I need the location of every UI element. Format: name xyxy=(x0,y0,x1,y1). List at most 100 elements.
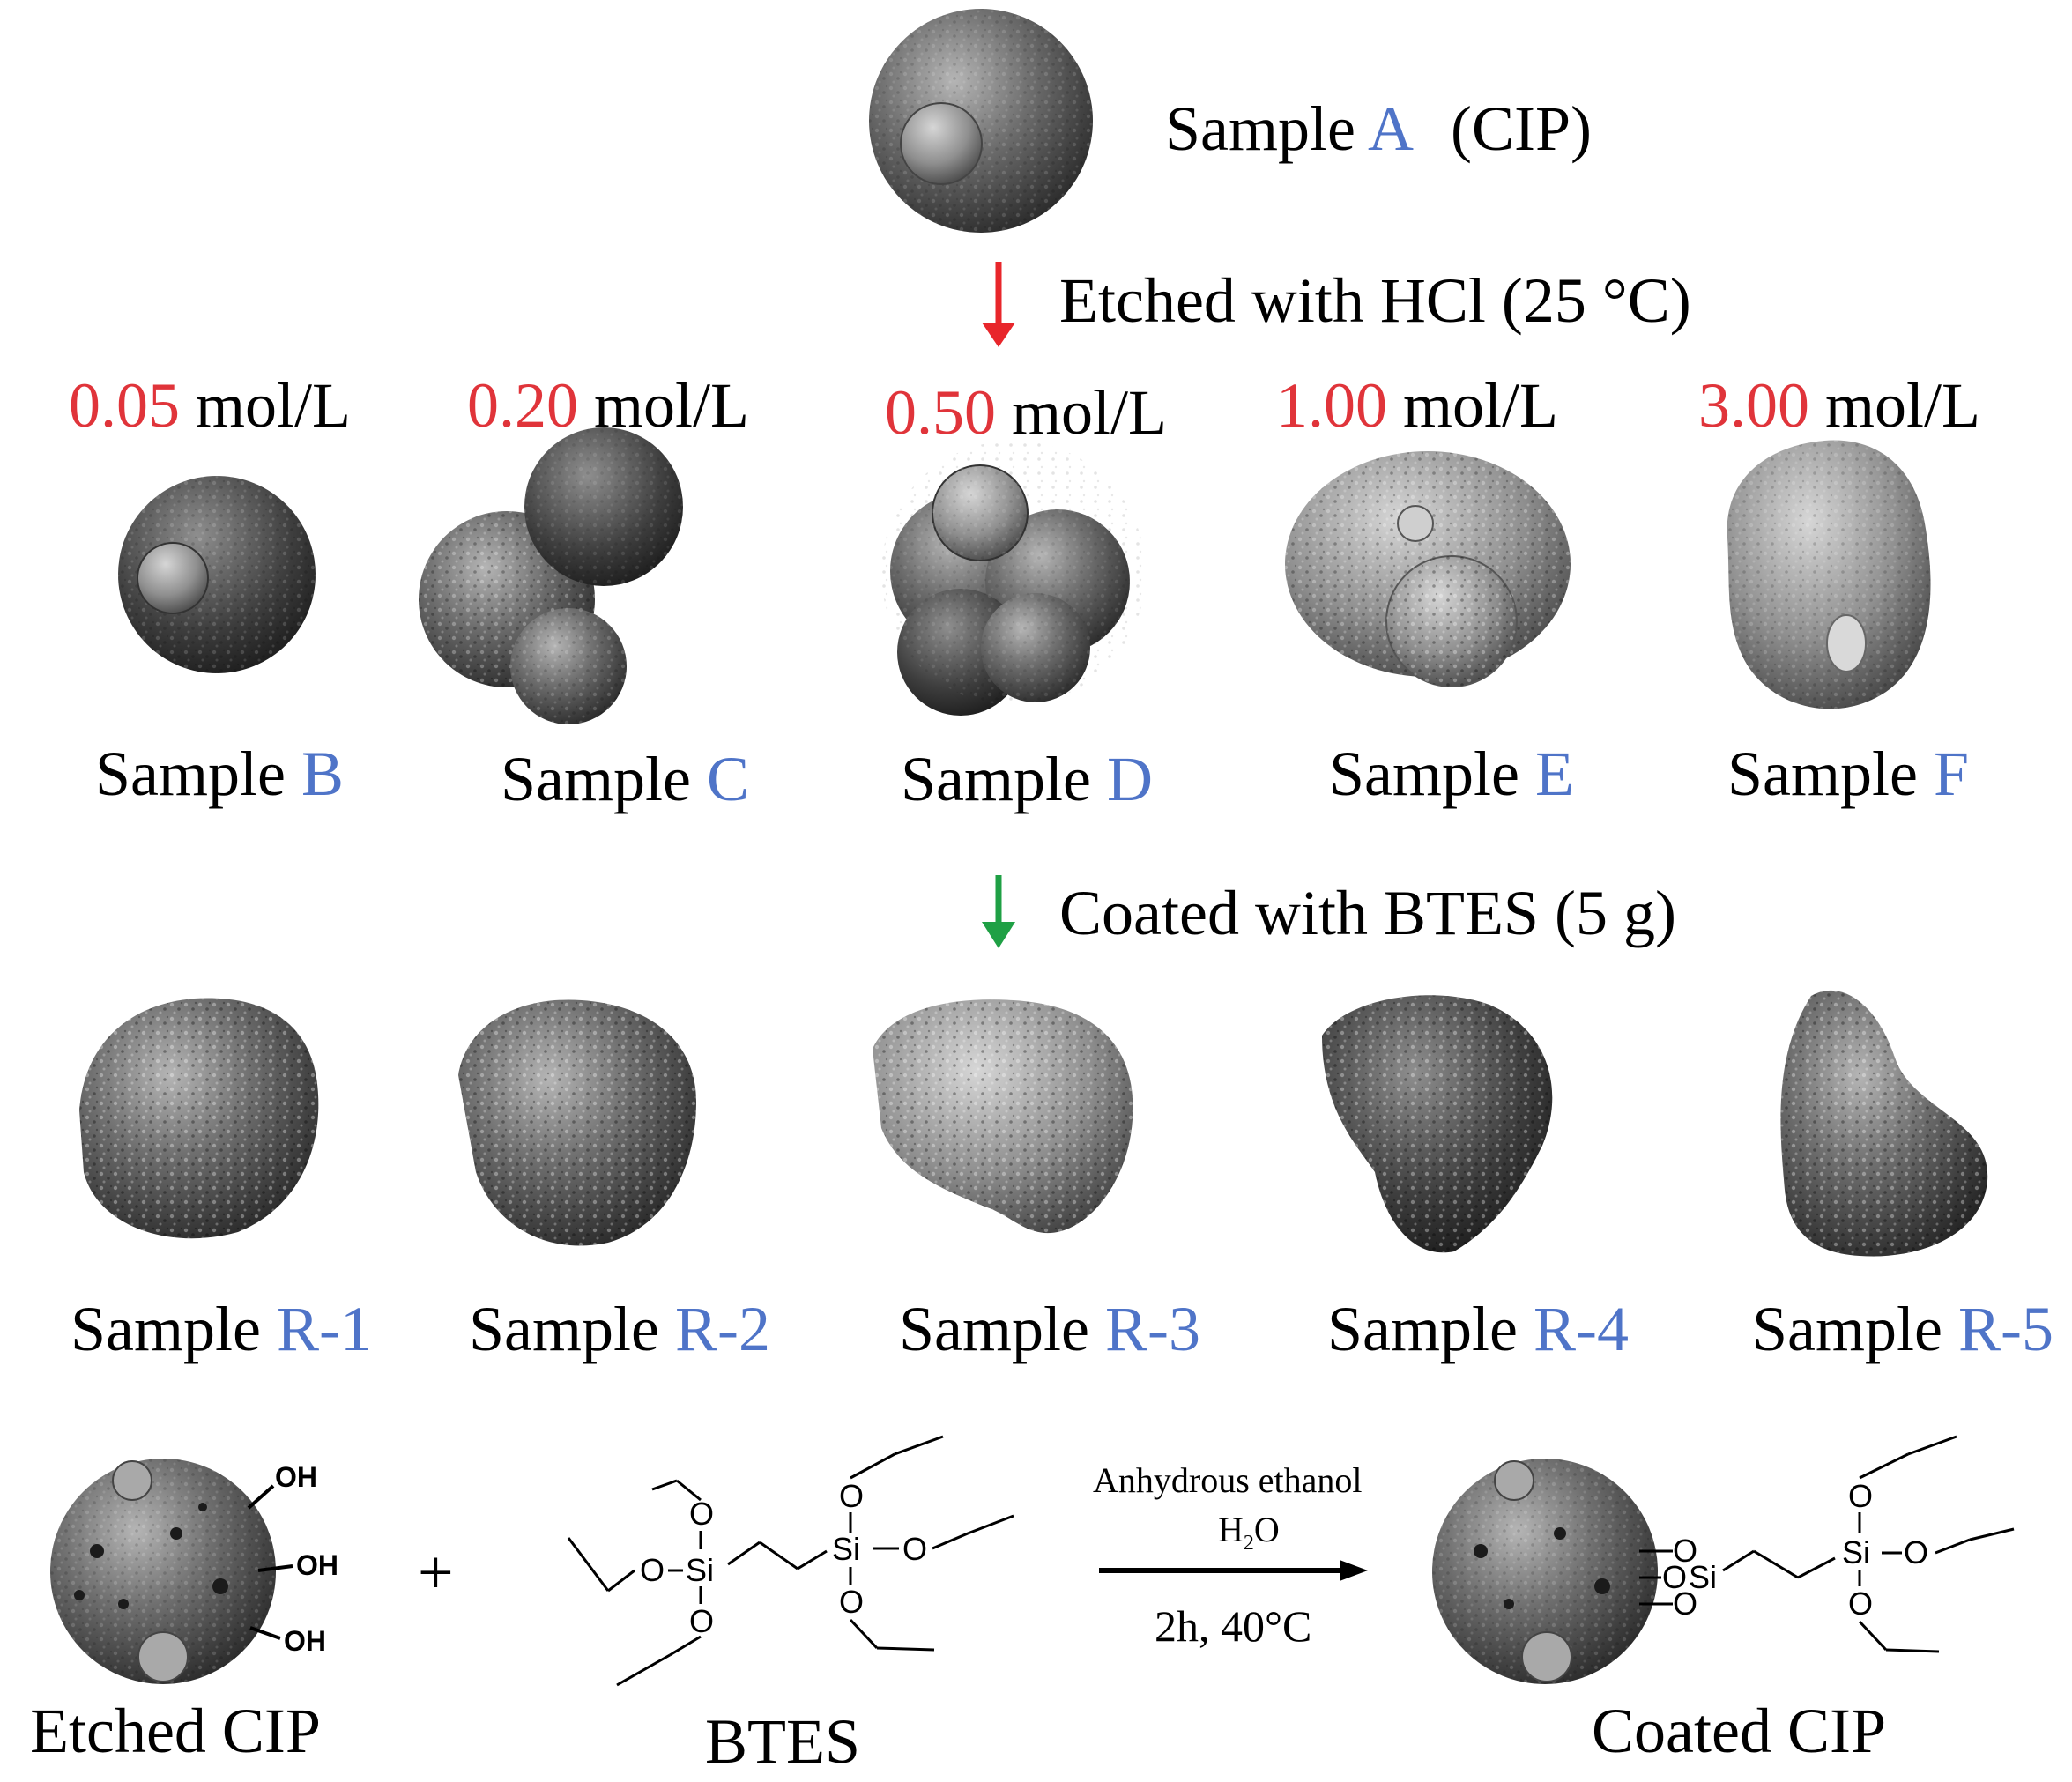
sem-particle-r1 xyxy=(79,998,319,1239)
coated-o-right: O xyxy=(1904,1534,1929,1570)
sample-prefix: Sample xyxy=(71,1294,261,1364)
concentration-c: 0.20 mol/L xyxy=(467,374,749,437)
btes-o-left-top: O xyxy=(689,1496,715,1532)
hydroxyl-label-1: OH xyxy=(275,1461,317,1493)
etch-step-label: Etched with HCl (25 °C) xyxy=(1059,265,1691,336)
coated-si-right: Si xyxy=(1842,1534,1871,1570)
sample-id: D xyxy=(1106,744,1153,814)
condition-water-sub: 2 xyxy=(1243,1532,1254,1555)
plus-sign: + xyxy=(418,1537,454,1608)
reaction-arrow xyxy=(1099,1560,1368,1581)
hydroxyl-label-3: OH xyxy=(284,1625,326,1657)
concentration-unit: mol/L xyxy=(1012,377,1167,448)
concentration-b: 0.05 mol/L xyxy=(69,374,351,437)
concentration-unit: mol/L xyxy=(594,370,749,441)
condition-time-temp: 2h, 40°C xyxy=(1155,1601,1312,1651)
sample-e-label: Sample E xyxy=(1329,742,1574,806)
sample-prefix: Sample xyxy=(899,1294,1089,1364)
sem-particle-r2 xyxy=(458,999,696,1246)
sample-prefix: Sample xyxy=(901,744,1091,814)
sample-id: R-3 xyxy=(1104,1294,1200,1364)
sample-d-label: Sample D xyxy=(901,747,1153,811)
coated-o-bottom: O xyxy=(1848,1585,1874,1622)
sample-prefix: Sample xyxy=(1752,1294,1942,1364)
sample-prefix: Sample xyxy=(1327,1294,1518,1364)
btes-o-right-top: O xyxy=(839,1478,865,1514)
sample-prefix: Sample xyxy=(1329,739,1519,809)
sample-prefix: Sample xyxy=(95,739,286,809)
hydroxyl-label-2: OH xyxy=(296,1549,338,1581)
sample-prefix: Sample xyxy=(501,744,691,814)
reactant2-label: BTES xyxy=(705,1706,861,1777)
concentration-unit: mol/L xyxy=(1825,370,1980,441)
concentration-e: 1.00 mol/L xyxy=(1276,374,1558,437)
sample-r3-label: Sample R-3 xyxy=(899,1297,1200,1361)
etched-cip-particle xyxy=(50,1459,276,1684)
btes-si-left: Si xyxy=(686,1552,715,1588)
sem-particle-r3 xyxy=(873,999,1133,1234)
sample-id: R-1 xyxy=(276,1294,372,1364)
btes-o-right: O xyxy=(902,1531,928,1567)
sample-id: E xyxy=(1534,739,1574,809)
sample-r1-label: Sample R-1 xyxy=(71,1297,372,1361)
coated-o-1: O xyxy=(1673,1533,1698,1569)
btes-o-left-bottom: O xyxy=(689,1603,715,1639)
sample-r4-label: Sample R-4 xyxy=(1327,1297,1629,1361)
sem-particle-r4 xyxy=(1322,995,1553,1253)
btes-o-right-bottom: O xyxy=(839,1584,865,1620)
coated-o-2: O xyxy=(1662,1559,1688,1595)
concentration-unit: mol/L xyxy=(196,370,351,441)
sample-b-label: Sample B xyxy=(95,742,344,806)
coated-cip-particle xyxy=(1432,1459,1658,1684)
sample-f-label: Sample F xyxy=(1727,742,1969,806)
condition-water-o: O xyxy=(1253,1510,1280,1549)
concentration-value: 0.05 xyxy=(69,370,180,441)
sem-particle-r5 xyxy=(1780,990,1988,1257)
coated-si-left: Si xyxy=(1689,1559,1718,1595)
coated-linker xyxy=(1639,1435,2015,1653)
concentration-value: 0.20 xyxy=(467,370,578,441)
sample-id: R-5 xyxy=(1957,1294,2053,1364)
sem-particle-c xyxy=(419,427,683,724)
sem-particle-d xyxy=(881,441,1146,716)
sample-a-label: Sample A (CIP) xyxy=(1165,97,1592,160)
sample-r5-label: Sample R-5 xyxy=(1752,1297,2053,1361)
sample-id: R-2 xyxy=(674,1294,770,1364)
reactant1-label: Etched CIP xyxy=(30,1696,321,1766)
sem-particle-b xyxy=(118,476,316,673)
etch-arrow xyxy=(982,262,1015,347)
coat-arrow xyxy=(982,875,1015,948)
concentration-unit: mol/L xyxy=(1403,370,1558,441)
concentration-value: 3.00 xyxy=(1698,370,1809,441)
sample-prefix: Sample xyxy=(1727,739,1918,809)
sample-id: F xyxy=(1933,739,1970,809)
product-label: Coated CIP xyxy=(1592,1696,1886,1766)
btes-si-right: Si xyxy=(832,1531,861,1567)
sem-particle-e xyxy=(1285,451,1571,687)
coat-step-label: Coated with BTES (5 g) xyxy=(1059,878,1676,948)
sample-a-suffix: (CIP) xyxy=(1451,93,1593,164)
btes-structure xyxy=(567,1435,1014,1687)
coated-o-top: O xyxy=(1848,1478,1874,1514)
sample-prefix: Sample xyxy=(469,1294,659,1364)
condition-water: H2O xyxy=(1218,1510,1280,1555)
condition-solvent: Anhydrous ethanol xyxy=(1093,1460,1363,1500)
sample-c-label: Sample C xyxy=(501,747,749,811)
sem-particle-f xyxy=(1727,440,1931,709)
coated-o-3: O xyxy=(1673,1585,1698,1622)
sample-id: R-4 xyxy=(1533,1294,1629,1364)
sample-a-id: A xyxy=(1368,93,1411,164)
concentration-d: 0.50 mol/L xyxy=(885,381,1167,444)
sample-a-prefix: Sample xyxy=(1165,93,1355,164)
condition-water-h: H xyxy=(1218,1510,1244,1549)
concentration-f: 3.00 mol/L xyxy=(1698,374,1980,437)
sample-id: B xyxy=(301,739,344,809)
sem-particle-a xyxy=(869,9,1093,233)
sample-id: C xyxy=(706,744,749,814)
btes-o-left: O xyxy=(640,1552,665,1588)
concentration-value: 0.50 xyxy=(885,377,996,448)
hydroxyl-bonds xyxy=(247,1484,293,1640)
concentration-value: 1.00 xyxy=(1276,370,1387,441)
sample-r2-label: Sample R-2 xyxy=(469,1297,770,1361)
